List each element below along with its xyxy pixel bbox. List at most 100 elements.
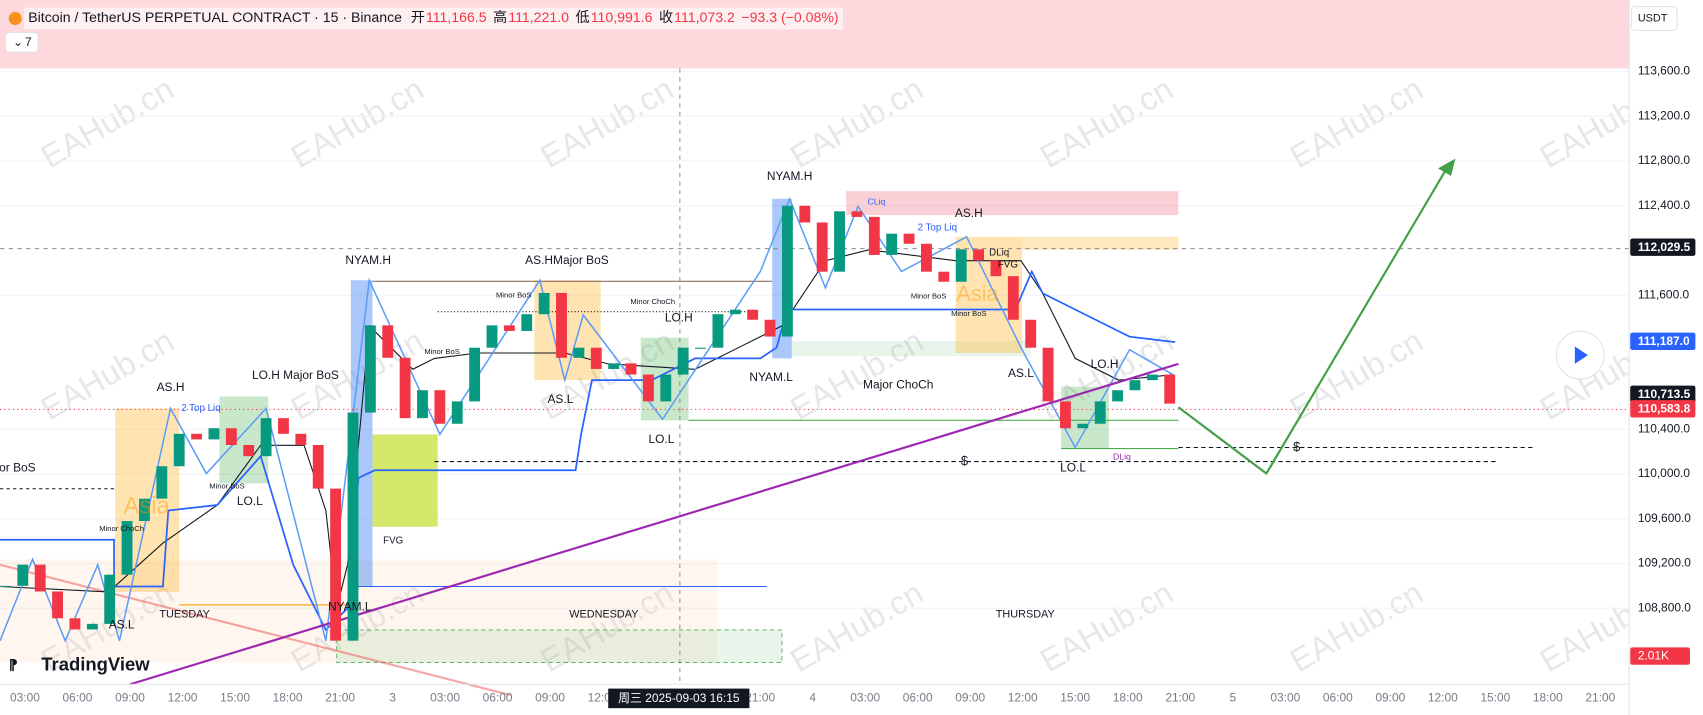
candle (503, 325, 515, 331)
trend-line (130, 362, 1179, 686)
candle (816, 222, 828, 272)
header-text: 高 (493, 9, 507, 25)
candle (312, 444, 324, 489)
candle (1042, 347, 1054, 402)
y-tick-label: 109,600.0 (1638, 511, 1691, 525)
header-text: 110,991.6 (591, 9, 653, 25)
annotation: Minor ChoCh (630, 297, 675, 306)
y-tick-label: 108,800.0 (1638, 600, 1691, 614)
play-icon (1574, 346, 1588, 364)
annotation: NYAM.H (767, 169, 813, 183)
annotation: AS.L (1008, 366, 1034, 380)
candle (642, 374, 654, 402)
candle (86, 623, 98, 630)
indicator-count: 7 (25, 35, 32, 49)
coin-icon (8, 11, 22, 25)
candle (868, 216, 880, 255)
candle (886, 233, 898, 255)
indicator-toggle[interactable] (4, 32, 39, 53)
candle (1007, 276, 1019, 320)
candle (695, 347, 706, 349)
candle (1077, 423, 1089, 429)
candle (851, 211, 863, 217)
volume-label: 2.01K (1638, 649, 1669, 663)
candle (347, 412, 359, 641)
y-tick-label: 110,400.0 (1638, 421, 1691, 435)
header: Bitcoin / TetherUS PERPETUAL CONTRACT · … (23, 7, 843, 30)
annotation: AS.H (157, 380, 185, 394)
candle (52, 591, 63, 619)
annotation: FVG (998, 260, 1018, 271)
candle (34, 564, 46, 592)
candle (573, 347, 585, 358)
zone (1022, 236, 1179, 250)
price-label-box (1630, 332, 1696, 351)
chevron: ⌄ (13, 35, 23, 49)
candle (625, 363, 637, 375)
annotation: LO.H (1091, 357, 1119, 371)
candle (747, 309, 759, 320)
candle (903, 233, 915, 244)
candle (295, 433, 307, 445)
candle (712, 314, 724, 348)
header-text: 111,073.2 (674, 9, 735, 25)
header-text: 开 (411, 9, 425, 25)
x-tick-label: 18:00 (273, 691, 303, 705)
liq-zone (846, 191, 1179, 216)
header-text: 低 (576, 9, 590, 25)
header-text: 111,221.0 (508, 9, 569, 25)
candle (434, 390, 446, 424)
x-tick-label: 12:00 (1428, 691, 1458, 705)
annotation: Minor BoS (209, 482, 244, 491)
candle (486, 325, 498, 348)
candle (1112, 390, 1124, 402)
volume-label-box (1630, 647, 1690, 665)
annotation: 2 Top Liq (918, 223, 957, 234)
y-tick-label: 109,200.0 (1638, 556, 1691, 570)
trend-line (0, 563, 511, 697)
tv-icon: ⁋ (9, 657, 18, 673)
annotation: TUESDAY (159, 609, 209, 621)
fvg-box (372, 434, 438, 527)
candle (173, 433, 185, 467)
candle (973, 249, 985, 261)
annotation: Asia (123, 493, 170, 520)
annotation: DLiq (1113, 452, 1131, 462)
candles (0, 205, 1176, 641)
candle (191, 433, 203, 440)
candle (938, 271, 950, 282)
candle (417, 390, 428, 419)
annotation: AS.L (547, 392, 573, 406)
x-tick-label: 09:00 (955, 691, 985, 705)
candle (799, 205, 811, 223)
trail-line (0, 269, 1176, 632)
x-tick-label: 06:00 (1323, 691, 1353, 705)
x-tick-label: 4 (809, 691, 816, 705)
price-label: 110,713.5 (1638, 387, 1691, 401)
annotation: LO.H (665, 310, 693, 324)
currency-box[interactable] (1630, 5, 1678, 31)
price-label-box (1630, 385, 1696, 403)
candle (990, 260, 1002, 277)
annotation: FVG (383, 535, 403, 546)
candle (556, 292, 567, 358)
price-label-box (1630, 400, 1696, 418)
annotation: Minor BoS (911, 292, 946, 301)
swing-line (0, 196, 1174, 643)
candle (955, 249, 967, 282)
annotation: Minor BoS (496, 290, 531, 299)
x-tick-label: 06:00 (63, 691, 93, 705)
candle (521, 314, 533, 331)
y-tick-label: 110,000.0 (1638, 466, 1691, 480)
candle (139, 498, 150, 522)
annotation: Minor ChoCh (99, 524, 144, 533)
x-tick-label: 09:00 (535, 691, 565, 705)
x-tick-label: 09:00 (115, 691, 145, 705)
candle (278, 418, 289, 434)
candle (921, 243, 932, 272)
annotation: Minor BoS (424, 347, 459, 356)
candle (330, 488, 342, 641)
annotation: AS.HMajor BoS (525, 253, 609, 267)
